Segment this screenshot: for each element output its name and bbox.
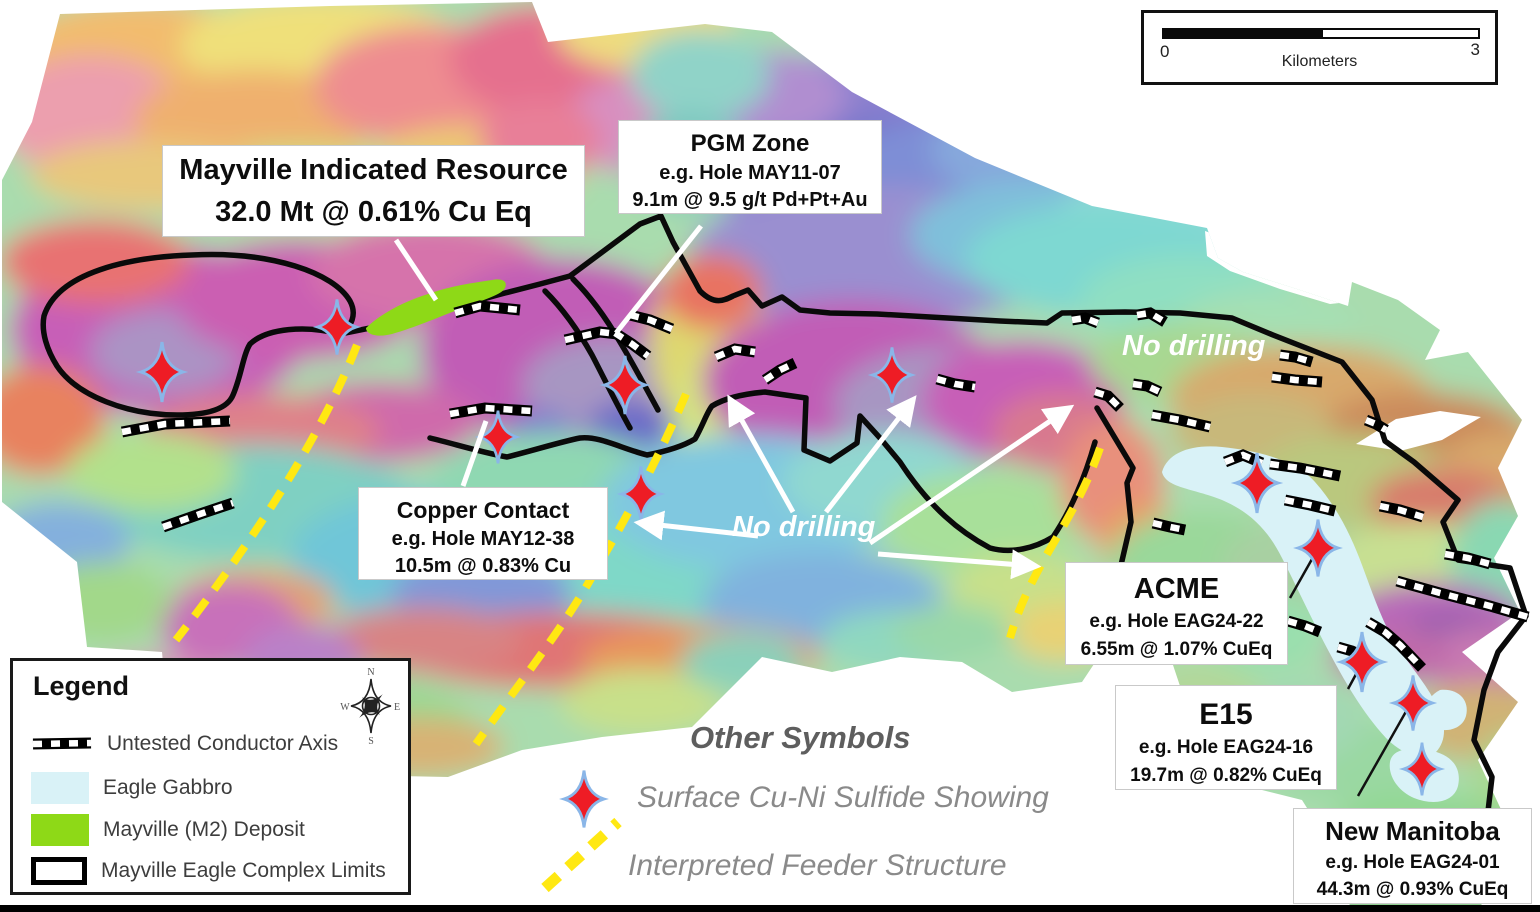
label-line: Mayville Indicated Resource — [179, 154, 568, 186]
legend-item-label: Untested Conductor Axis — [107, 732, 339, 755]
compass-rose-icon: N E S W — [340, 667, 400, 745]
red-star-icon — [562, 769, 606, 829]
sulfide-showing-key-label: Surface Cu-Ni Sulfide Showing — [637, 781, 1049, 814]
scale-units-label: Kilometers — [1281, 53, 1358, 70]
complex-limits-swatch — [31, 857, 87, 885]
slide-bottom-border — [0, 905, 1540, 912]
pgm-zone-label: PGM Zone e.g. Hole MAY11-07 9.1m @ 9.5 g… — [618, 120, 882, 214]
feeder-structure-line — [172, 343, 1104, 747]
m2-deposit-polygon — [366, 279, 506, 336]
conductor-axes — [120, 300, 1530, 672]
yellow-dashed-line-icon — [541, 817, 622, 893]
compass-east: E — [394, 702, 400, 713]
scale-bar-empty-segment — [1321, 28, 1480, 39]
annotation-arrows — [393, 224, 1075, 580]
new-manitoba-label: New Manitoba e.g. Hole EAG24-01 44.3m @ … — [1293, 808, 1532, 904]
m2-deposit-swatch — [31, 814, 89, 846]
other-symbols-title: Other Symbols — [690, 720, 911, 755]
label-title: ACME — [1133, 573, 1220, 605]
conductor-axis-icon — [32, 737, 92, 750]
legend-item-label: Mayville Eagle Complex Limits — [101, 859, 386, 882]
e15-label: E15 e.g. Hole EAG24-16 19.7m @ 0.82% CuE… — [1115, 685, 1337, 790]
legend-item-complex-limits: Mayville Eagle Complex Limits — [31, 854, 386, 888]
label-line: 32.0 Mt @ 0.61% Cu Eq — [215, 196, 532, 228]
legend-item-label: Mayville (M2) Deposit — [103, 818, 305, 841]
label-line: e.g. Hole EAG24-01 — [1325, 852, 1500, 873]
no-drilling-text: No drilling — [1122, 330, 1266, 362]
label-line: e.g. Hole EAG24-16 — [1138, 737, 1314, 758]
legend-panel: Legend N E S W Untested Conductor Axis E… — [10, 658, 411, 895]
feeder-structure-key-label: Interpreted Feeder Structure — [628, 849, 1007, 882]
acme-label: ACME e.g. Hole EAG24-22 6.55m @ 1.07% Cu… — [1065, 562, 1288, 665]
no-drilling-text: No drilling — [732, 511, 876, 543]
scale-bar: 0 3 Kilometers — [1141, 10, 1498, 85]
scale-bar-filled-segment — [1162, 28, 1321, 39]
compass-south: S — [368, 736, 374, 745]
copper-contact-label: Copper Contact e.g. Hole MAY12-38 10.5m … — [358, 487, 608, 580]
legend-title: Legend — [33, 671, 130, 701]
scale-bar-graphic — [1162, 28, 1480, 39]
label-title: Copper Contact — [396, 497, 570, 523]
label-line: 10.5m @ 0.83% Cu — [394, 555, 572, 577]
scale-start-label: 0 — [1160, 42, 1170, 61]
label-line: e.g. Hole MAY11-07 — [659, 162, 841, 184]
legend-item-m2-deposit: Mayville (M2) Deposit — [31, 813, 305, 847]
label-line: e.g. Hole EAG24-22 — [1089, 611, 1264, 632]
legend-item-label: Eagle Gabbro — [103, 776, 233, 799]
scale-end-label: 3 — [1470, 40, 1480, 59]
label-line: 44.3m @ 0.93% CuEq — [1316, 879, 1509, 900]
mayville-resource-label: Mayville Indicated Resource 32.0 Mt @ 0.… — [162, 145, 585, 237]
label-line: 6.55m @ 1.07% CuEq — [1080, 639, 1273, 660]
label-title: New Manitoba — [1325, 816, 1500, 846]
legend-item-eagle-gabbro: Eagle Gabbro — [31, 771, 233, 805]
compass-west: W — [340, 702, 350, 713]
label-title: PGM Zone — [690, 130, 810, 157]
compass-north: N — [367, 667, 374, 678]
label-title: E15 — [1199, 698, 1253, 731]
legend-item-conductor-axis: Untested Conductor Axis — [31, 727, 338, 761]
label-line: e.g. Hole MAY12-38 — [391, 528, 575, 550]
eagle-gabbro-swatch — [31, 772, 89, 804]
label-line: 19.7m @ 0.82% CuEq — [1130, 765, 1322, 786]
label-line: 9.1m @ 9.5 g/t Pd+Pt+Au — [632, 189, 868, 211]
